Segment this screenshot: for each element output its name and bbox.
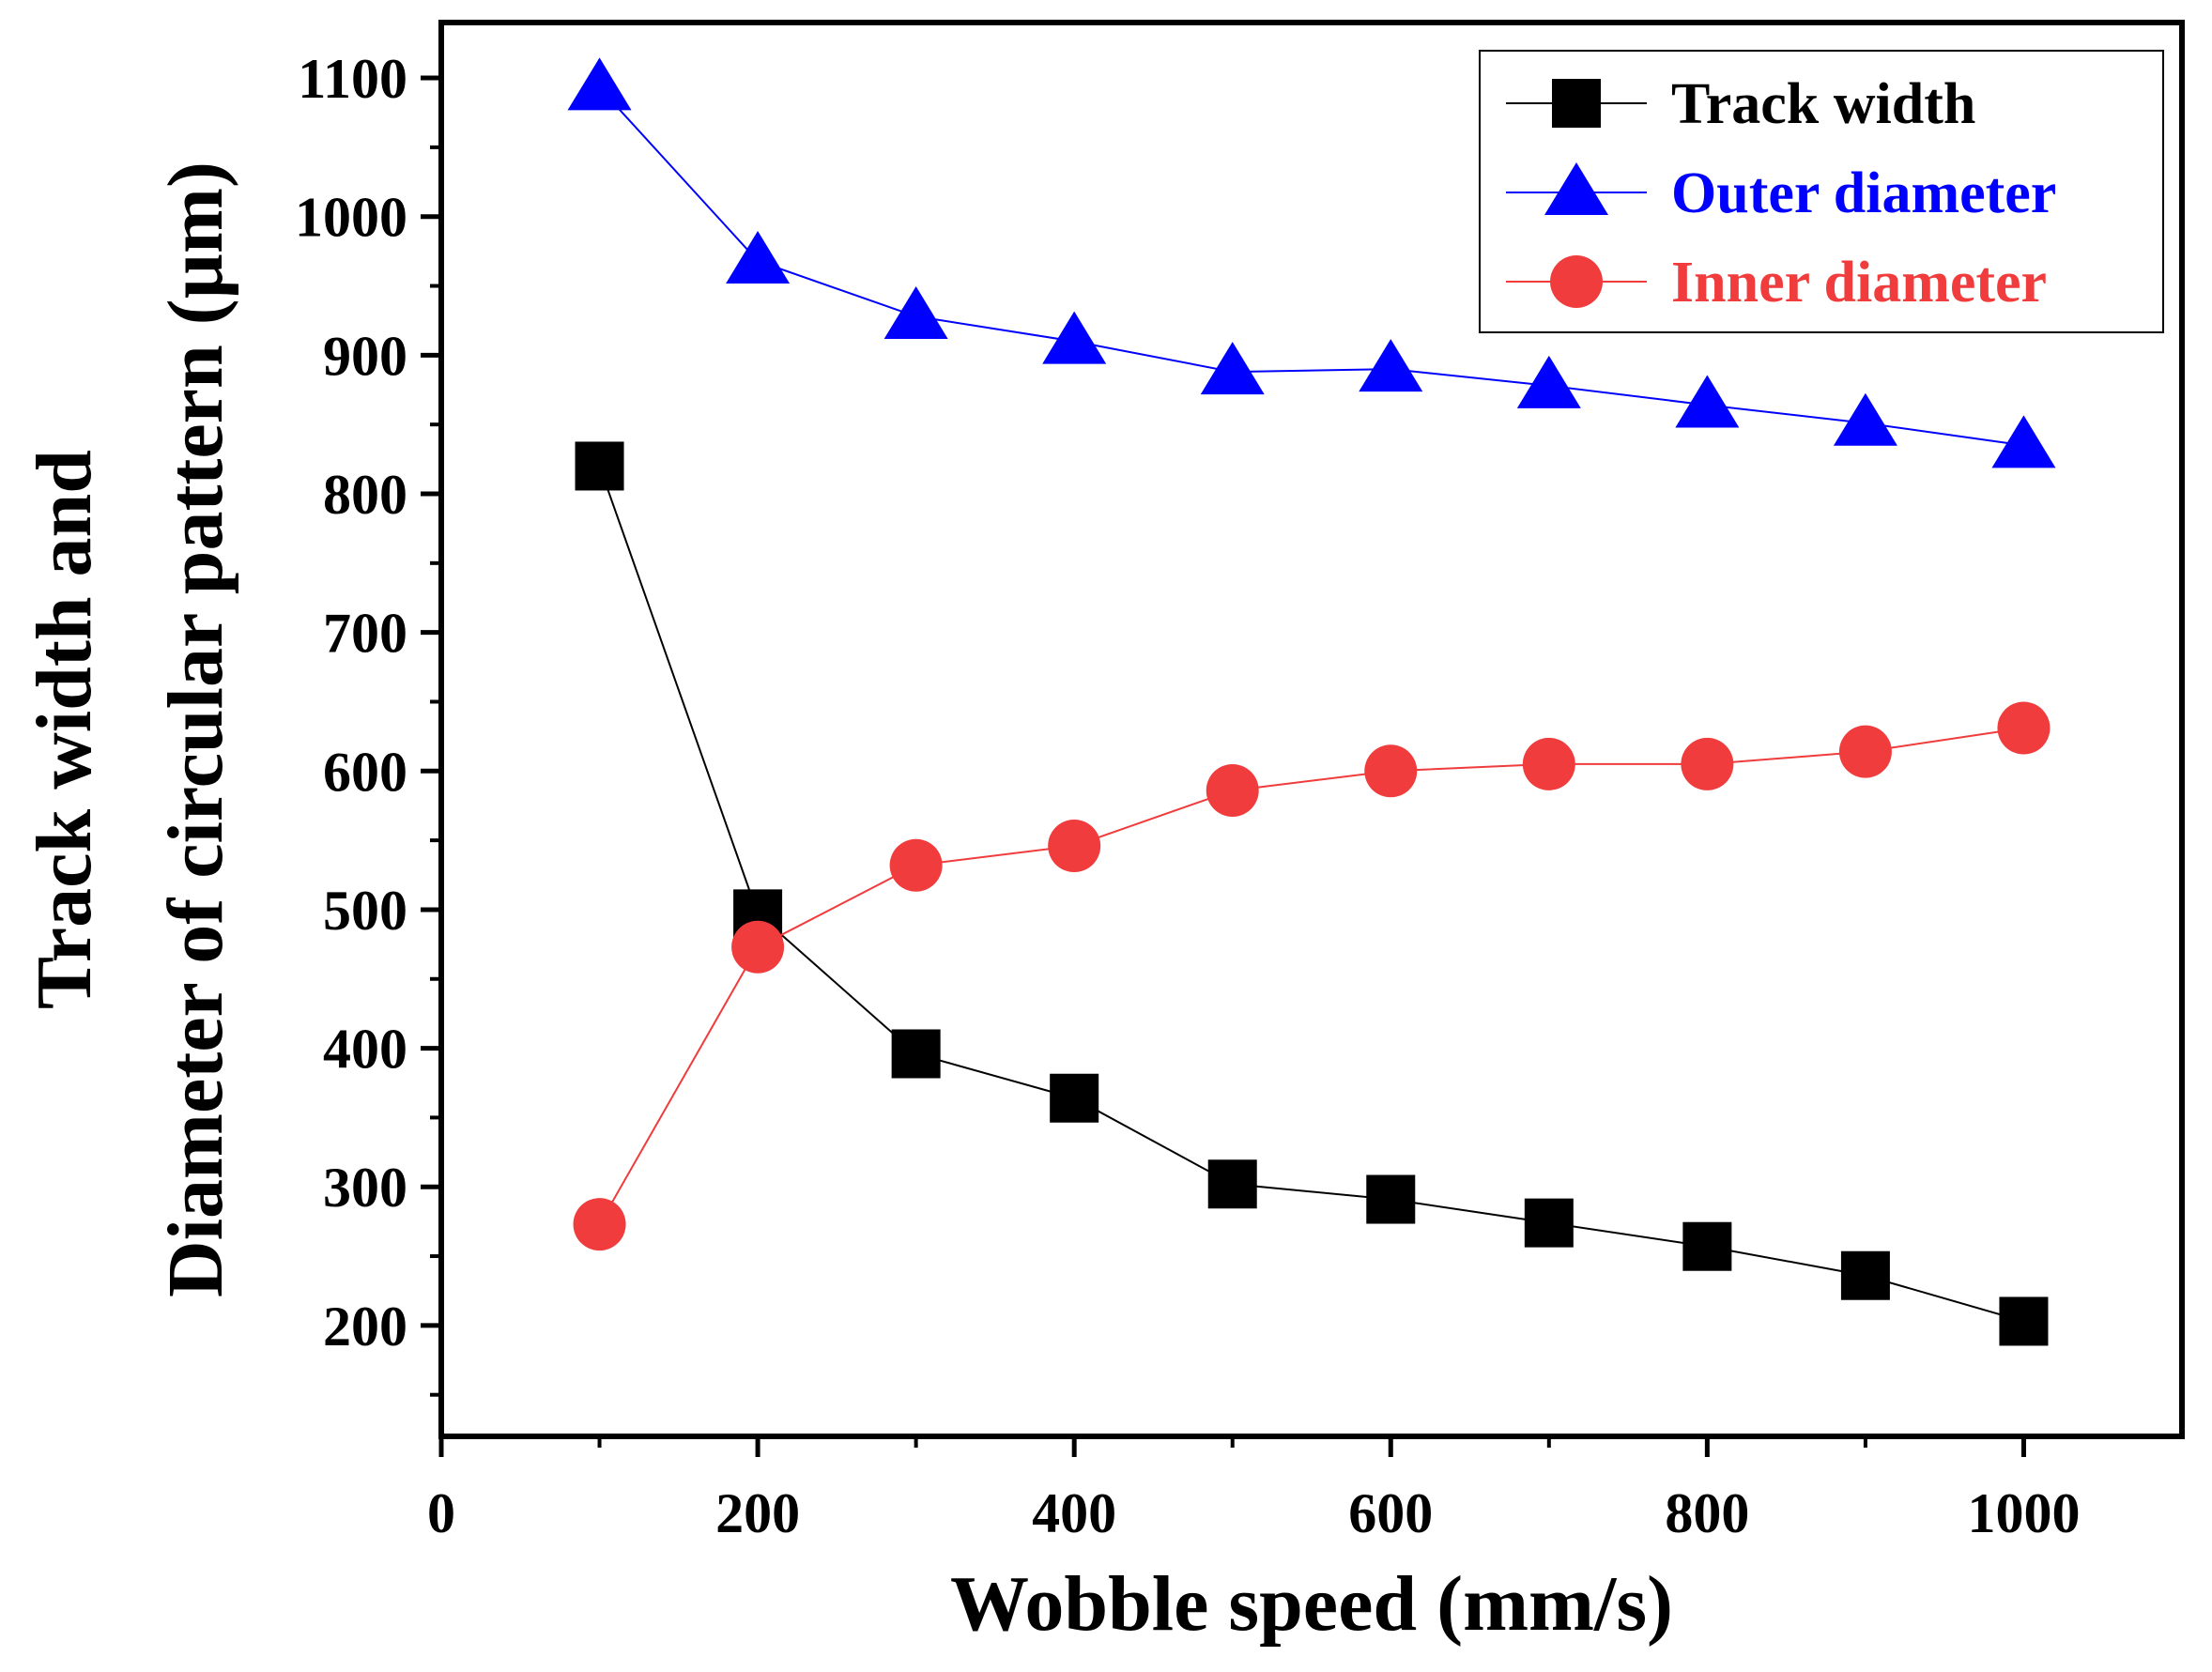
plot-frame (438, 20, 2185, 1439)
legend-label-track-width: Track width (1671, 72, 1975, 136)
y-tick-label: 1100 (298, 48, 407, 110)
data-point-track-width (1207, 1159, 1257, 1209)
data-point-inner-diameter (1997, 701, 2051, 755)
data-point-inner-diameter (1681, 737, 1734, 790)
data-point-outer-diameter (726, 230, 791, 284)
x-tick-label: 200 (715, 1482, 800, 1544)
data-point-inner-diameter (1838, 725, 1892, 778)
y-tick-label: 800 (323, 464, 407, 526)
data-point-track-width (1050, 1073, 1099, 1123)
y-tick-label: 300 (323, 1157, 407, 1219)
data-point-track-width (575, 441, 624, 491)
data-point-track-width (1366, 1174, 1416, 1224)
data-point-track-width (1682, 1221, 1732, 1271)
data-point-inner-diameter (1206, 763, 1259, 817)
legend-label-inner-diameter: Inner diameter (1671, 251, 2047, 314)
data-point-inner-diameter (889, 838, 943, 892)
series-inner-diameter (573, 701, 2051, 1251)
legend-entry-inner-diameter: Inner diameter (1506, 251, 2047, 314)
x-tick-label: 800 (1665, 1482, 1749, 1544)
x-tick-label: 400 (1032, 1482, 1116, 1544)
data-point-inner-diameter (1522, 737, 1575, 790)
legend: Track width Outer diameter Inner diameter (1479, 50, 2164, 333)
legend-entry-track-width: Track width (1506, 72, 1975, 136)
series-line-inner-diameter (598, 727, 2024, 1225)
y-axis-title-line1: Track width and (21, 450, 108, 1009)
data-point-track-width (891, 1029, 941, 1079)
series-track-width (575, 441, 2049, 1346)
series-line-track-width (598, 466, 2024, 1323)
data-point-outer-diameter (1516, 355, 1581, 408)
x-axis-title: Wobble speed (mm/s) (950, 1560, 1673, 1648)
y-tick-label: 900 (323, 325, 407, 387)
y-tick-label: 1000 (295, 187, 407, 249)
x-tick-label: 0 (427, 1482, 455, 1544)
data-point-outer-diameter (1359, 339, 1423, 392)
x-tick-label: 1000 (1967, 1482, 2080, 1544)
data-point-track-width (1840, 1250, 1890, 1300)
legend-marker-inner-diameter (1550, 255, 1603, 308)
legend-label-outer-diameter: Outer diameter (1671, 161, 2056, 225)
data-point-outer-diameter (1042, 311, 1107, 364)
series-layer (567, 57, 2056, 1346)
data-point-inner-diameter (573, 1198, 626, 1251)
data-point-track-width (1524, 1198, 1574, 1248)
axis-ticks: 0 200 400 600 800 1000 200 300 400 500 600 700 800 90… (295, 48, 2080, 1544)
y-tick-label: 400 (323, 1019, 407, 1081)
data-point-inner-diameter (1364, 744, 1418, 798)
series-line-outer-diameter (598, 86, 2024, 447)
legend-marker-outer-diameter (1544, 162, 1608, 215)
data-point-outer-diameter (1200, 342, 1265, 395)
data-point-inner-diameter (731, 920, 785, 974)
data-point-track-width (1999, 1296, 2049, 1346)
data-point-inner-diameter (1048, 820, 1101, 873)
data-point-outer-diameter (1833, 392, 1897, 446)
data-point-outer-diameter (883, 286, 948, 340)
y-tick-label: 200 (323, 1296, 407, 1358)
data-point-outer-diameter (1675, 375, 1740, 428)
data-point-outer-diameter (1991, 415, 2056, 468)
y-tick-label: 600 (323, 741, 407, 803)
legend-marker-track-width (1552, 79, 1601, 128)
data-point-outer-diameter (567, 57, 632, 111)
series-outer-diameter (567, 57, 2056, 468)
y-tick-label: 500 (323, 880, 407, 942)
x-tick-label: 600 (1348, 1482, 1433, 1544)
legend-entry-outer-diameter: Outer diameter (1506, 161, 2056, 225)
y-axis-title-line2: Diameter of circular pattern (µm) (152, 161, 239, 1297)
y-tick-label: 700 (323, 603, 407, 665)
